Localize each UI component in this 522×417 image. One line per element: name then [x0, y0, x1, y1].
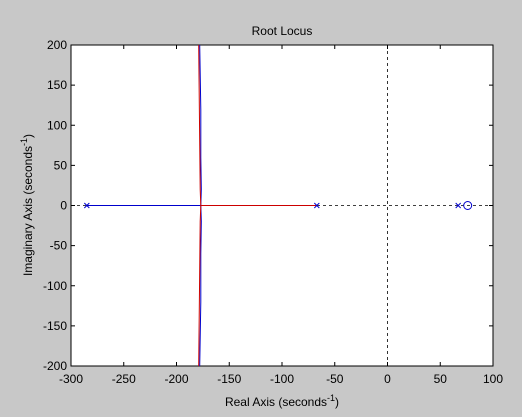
y-tick-label: 100: [47, 118, 67, 132]
pole-stroke: [313, 202, 320, 209]
pole-stroke: [455, 202, 462, 209]
x-tick-label: -300: [59, 372, 83, 386]
y-tick-label: -50: [50, 239, 68, 253]
x-tick-label: 50: [434, 372, 448, 386]
x-tick-label: -250: [112, 372, 136, 386]
locus-branch-1: [86, 205, 202, 367]
pole-stroke: [83, 202, 90, 209]
pole-marker-2: [313, 202, 320, 209]
x-tick-label: 100: [483, 372, 503, 386]
pole-marker-1: [83, 202, 90, 209]
zero-marker-1: [463, 201, 473, 210]
locus-branch-4: [198, 44, 202, 206]
pole-marker-3: [455, 202, 462, 209]
y-tick-label: -200: [43, 359, 67, 373]
x-tick-label: -100: [270, 372, 294, 386]
y-tick-label: 150: [47, 78, 67, 92]
y-tick-label: -100: [43, 279, 67, 293]
y-tick-label: -150: [43, 319, 67, 333]
x-tick-label: -50: [326, 372, 344, 386]
y-axis-label: Imaginary Axis (seconds-1): [19, 134, 35, 276]
y-tick-label: 200: [47, 38, 67, 52]
x-tick-label: -150: [217, 372, 241, 386]
locus-branch-2: [199, 44, 202, 206]
y-tick-label: 50: [54, 158, 68, 172]
x-tick-label: -200: [164, 372, 188, 386]
x-tick-label: 0: [384, 372, 391, 386]
chart-title: Root Locus: [252, 24, 313, 38]
locus-branch-3: [198, 205, 317, 367]
y-tick-label: 0: [60, 199, 67, 213]
x-axis-label: Real Axis (seconds-1): [225, 393, 339, 409]
